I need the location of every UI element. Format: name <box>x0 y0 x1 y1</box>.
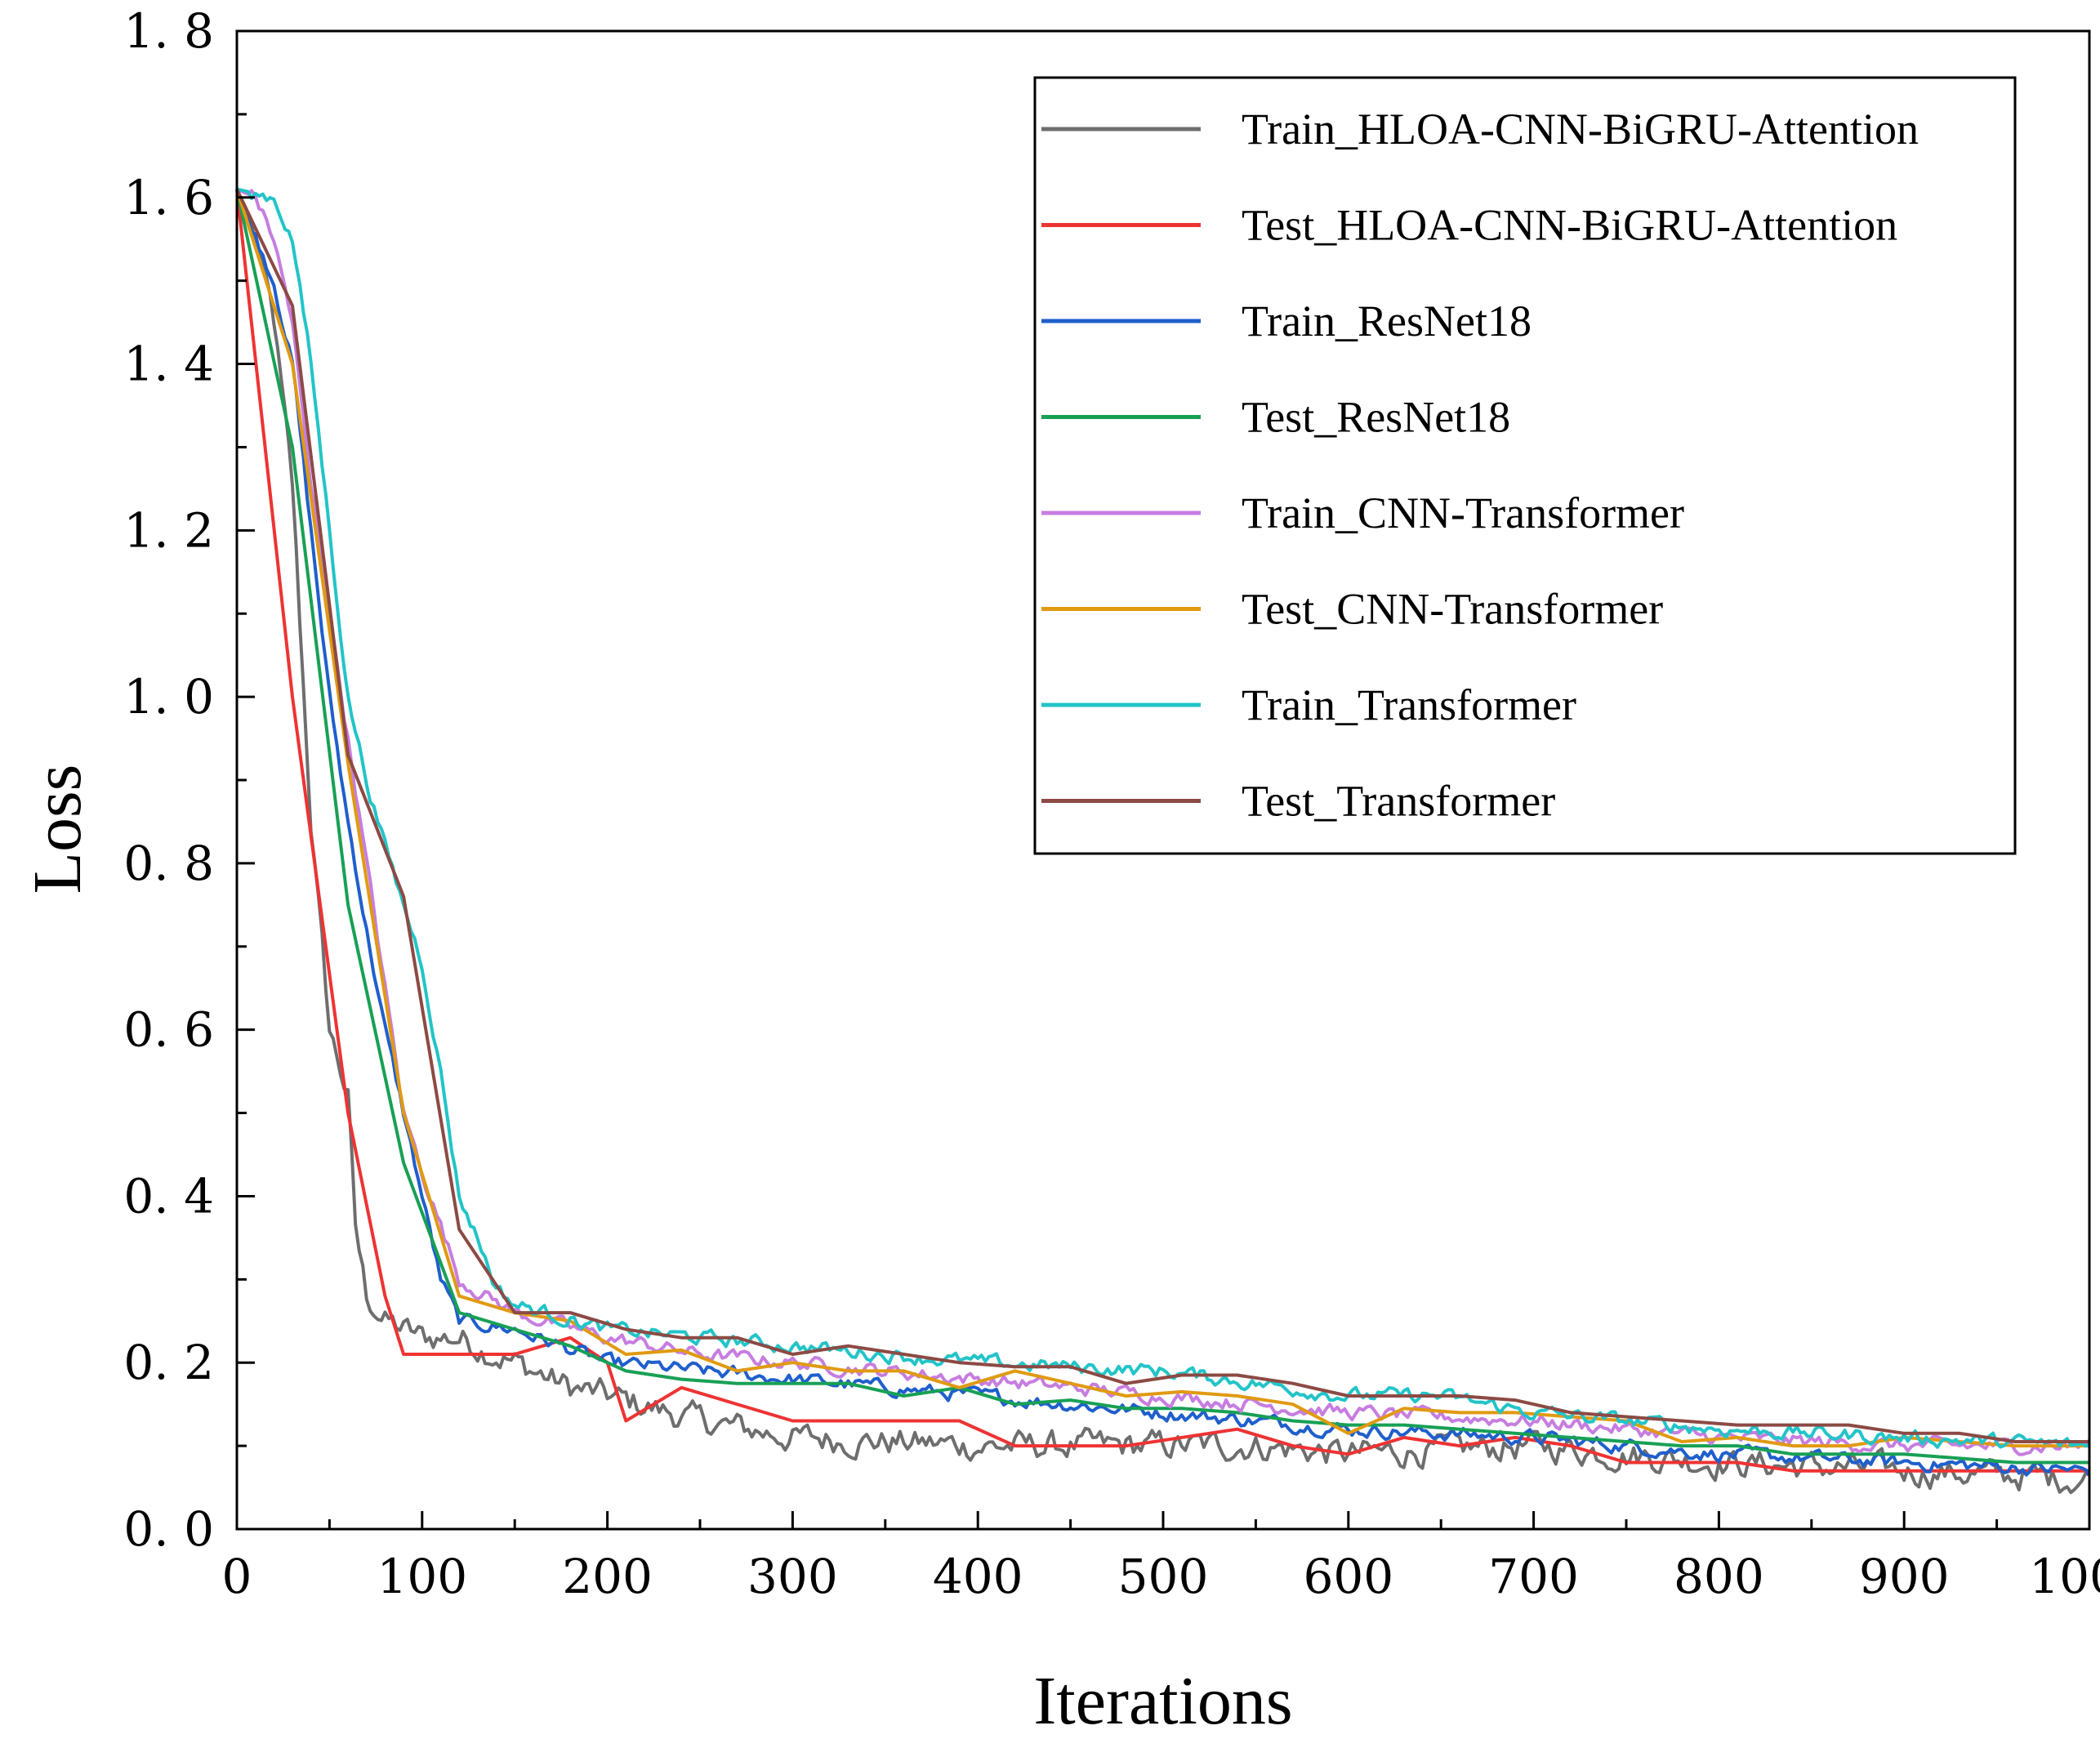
x-tick-label: 0 <box>222 1549 252 1604</box>
series-line-7 <box>235 188 2089 1443</box>
series-layer <box>235 187 2091 1495</box>
series-line-1 <box>235 189 2089 1473</box>
y-tick-label: 1. 6 <box>123 170 214 225</box>
legend-label: Test_Transformer <box>1242 777 1555 826</box>
y-tick-label: 0. 0 <box>123 1501 214 1557</box>
series-line-5 <box>235 188 2089 1448</box>
y-tick-label: 0. 4 <box>123 1168 214 1224</box>
x-tick-label: 500 <box>1118 1549 1209 1604</box>
series-line-6 <box>236 187 2090 1449</box>
x-tick-label: 800 <box>1674 1549 1764 1604</box>
y-axis-title: Loss <box>20 765 96 894</box>
y-tick-label: 1. 0 <box>123 669 214 725</box>
y-tick-label: 1. 2 <box>123 502 214 558</box>
y-tick-label: 0. 6 <box>123 1002 214 1058</box>
legend-label: Train_Transformer <box>1242 680 1576 729</box>
y-tick-label: 0. 2 <box>123 1335 214 1390</box>
legend-label: Train_ResNet18 <box>1242 297 1532 346</box>
series-line-2 <box>235 188 2091 1477</box>
y-tick-label: 0. 8 <box>123 836 214 891</box>
x-tick-label: 400 <box>933 1549 1023 1604</box>
legend-label: Test_CNN-Transformer <box>1242 585 1663 634</box>
series-line-3 <box>235 189 2089 1465</box>
x-tick-label: 300 <box>747 1549 838 1604</box>
x-axis-title: Iterations <box>1033 1663 1292 1739</box>
x-tick-label: 1000 <box>2029 1549 2100 1604</box>
legend-label: Test_ResNet18 <box>1242 393 1510 442</box>
legend-box <box>1033 76 2017 855</box>
x-tick-label: 900 <box>1859 1549 1950 1604</box>
legend-label: Train_CNN-Transformer <box>1242 488 1684 537</box>
ticks-layer: 0 100 200 300 400 500 600 700 800 900 1000 0. 0 0. 2… <box>123 3 2100 1604</box>
x-tick-label: 700 <box>1488 1549 1579 1604</box>
legend: Train_HLOA-CNN-BiGRU-Attention Test_HLOA-… <box>1033 76 2017 855</box>
legend-label: Train_HLOA-CNN-BiGRU-Attention <box>1242 105 1919 154</box>
x-tick-label: 200 <box>562 1549 653 1604</box>
y-tick-label: 1. 8 <box>123 3 214 59</box>
y-tick-label: 1. 4 <box>123 337 214 392</box>
legend-label: Test_HLOA-CNN-BiGRU-Attention <box>1242 201 1897 250</box>
x-tick-label: 600 <box>1303 1549 1393 1604</box>
x-tick-label: 100 <box>377 1549 467 1604</box>
series-line-0 <box>235 188 2090 1495</box>
